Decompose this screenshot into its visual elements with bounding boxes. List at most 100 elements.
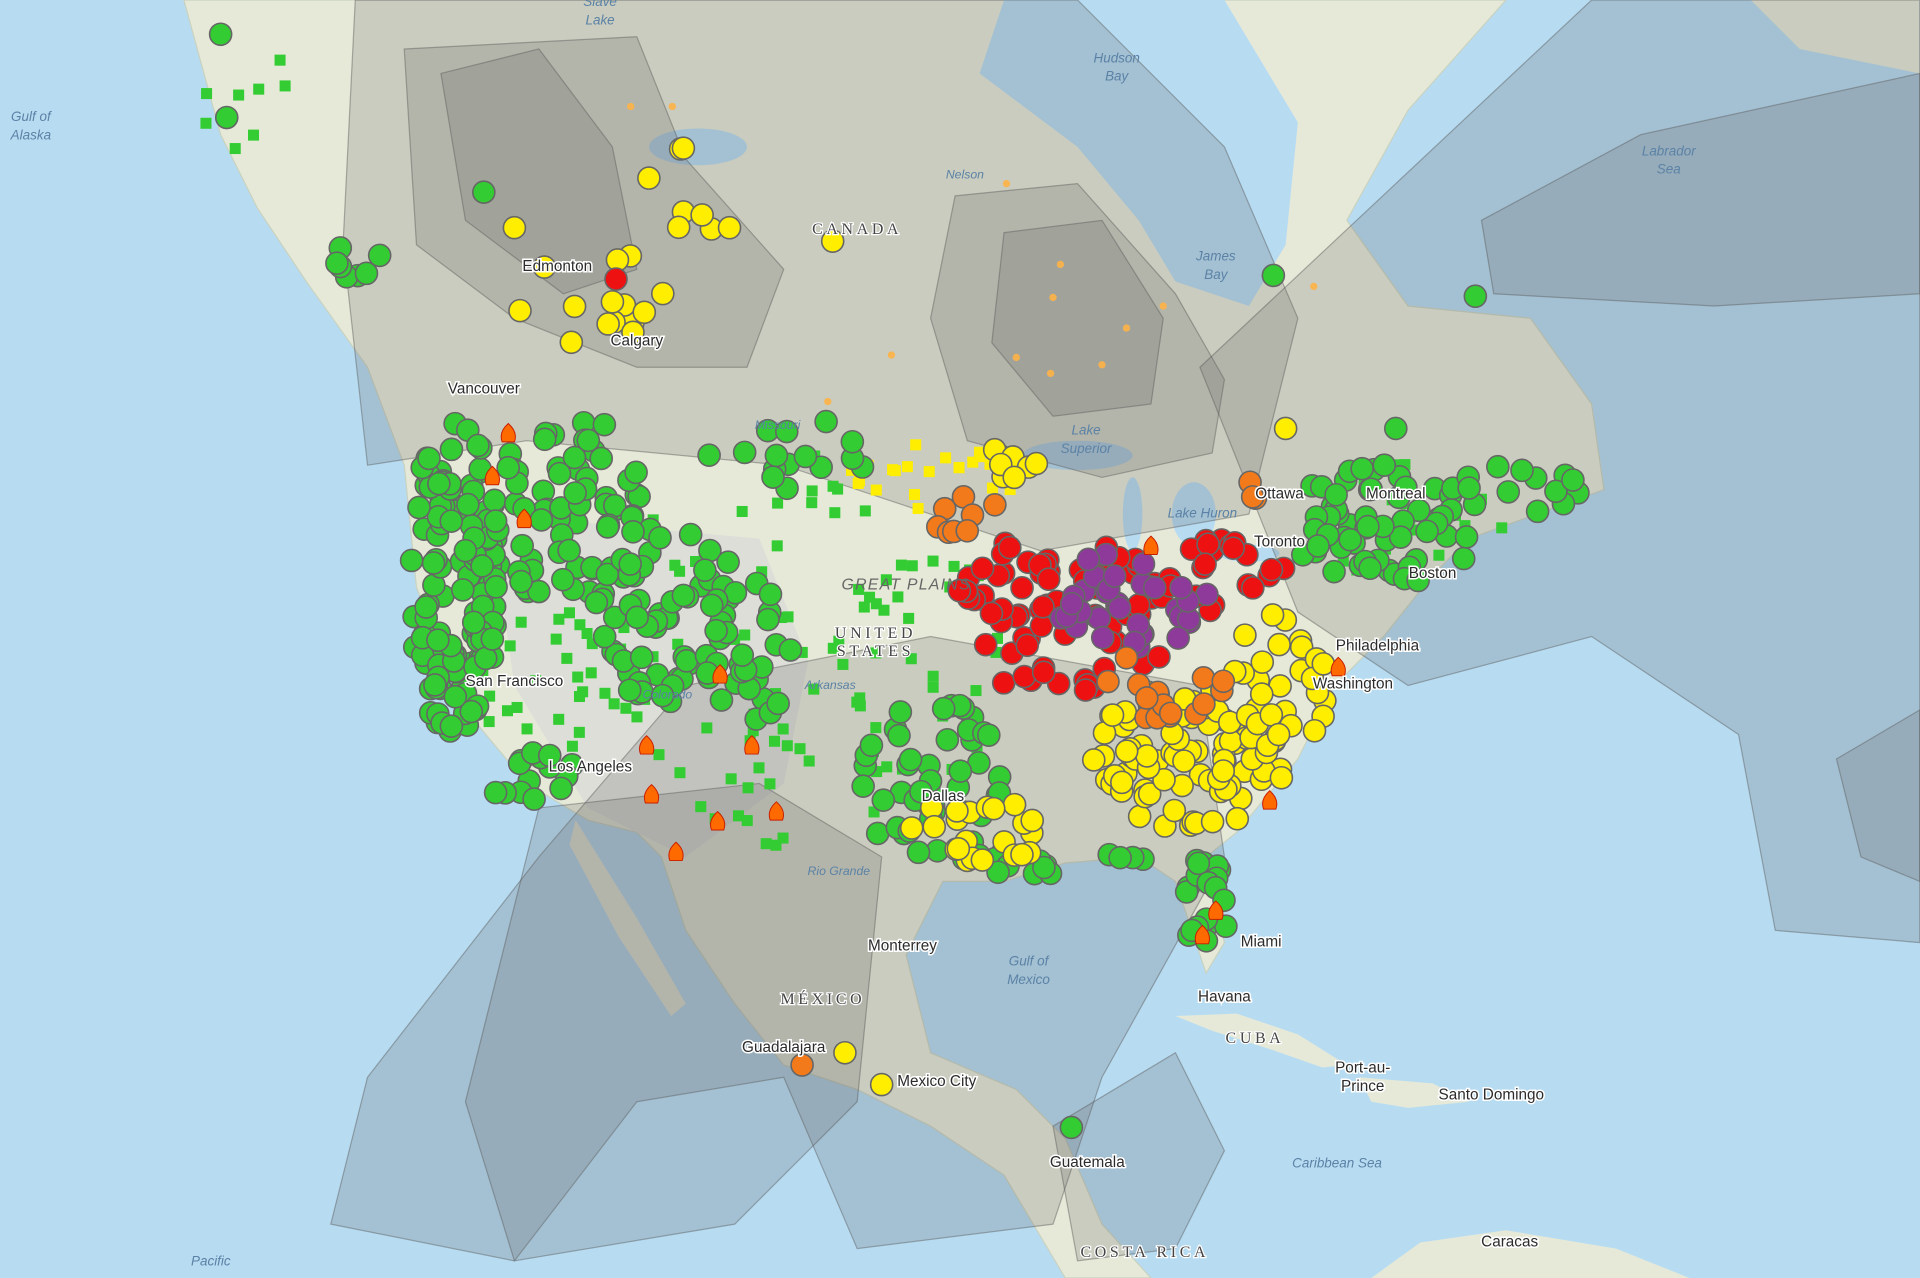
fire-spot (627, 102, 635, 111)
monitor-marker (790, 1053, 814, 1077)
sensor-marker (504, 640, 516, 652)
monitor-marker (859, 733, 884, 758)
sensor-marker (573, 726, 585, 738)
place-label: GREAT PLAINS (841, 576, 970, 593)
fire-icon (500, 422, 516, 443)
monitor-marker (851, 774, 875, 799)
monitor-marker (532, 255, 557, 279)
monitor-marker (756, 607, 780, 632)
monitor-marker (666, 215, 691, 240)
sensor-marker (279, 80, 291, 92)
sensor-marker (201, 88, 213, 100)
monitor-marker (1249, 682, 1274, 706)
monitor-marker (1267, 632, 1291, 657)
monitor-marker (529, 508, 554, 532)
monitor-marker (793, 444, 818, 469)
monitor-marker (1114, 739, 1139, 763)
monitor-marker (1324, 482, 1348, 507)
sensor-marker (690, 555, 702, 568)
sensor-marker (927, 555, 939, 567)
place-label: Caribbean Sea (1292, 1156, 1382, 1171)
place-label: COSTA RICA (1080, 1244, 1209, 1261)
sensor-marker (870, 647, 882, 659)
sensor-marker (870, 722, 882, 734)
monitor-marker (1186, 851, 1211, 876)
sensor-marker (511, 701, 523, 713)
monitor-marker (443, 684, 468, 709)
place-label: Mexico (1007, 972, 1050, 987)
sensor-marker (827, 642, 839, 654)
sensor-marker (674, 767, 686, 779)
monitor-marker (945, 799, 969, 823)
monitor-marker (1211, 669, 1236, 694)
place-label: Santo Domingo (1439, 1087, 1544, 1104)
place-label: San Francisco (466, 673, 564, 690)
monitor-marker (483, 780, 508, 805)
sensor-marker (530, 675, 542, 687)
monitor-marker (1269, 765, 1294, 790)
monitor-marker (1002, 465, 1027, 490)
sensor-marker (770, 839, 782, 851)
monitor-marker (480, 627, 505, 651)
monitor-marker (1147, 645, 1171, 669)
monitor-marker (1322, 559, 1346, 584)
sensor-marker (870, 484, 882, 496)
monitor-marker (399, 548, 424, 573)
sensor-marker (803, 755, 815, 767)
monitor-marker (621, 519, 645, 544)
monitor-marker (1350, 456, 1374, 481)
sensor-marker (858, 601, 870, 613)
sensor-marker (991, 632, 1003, 644)
place-label: Guadalajara (742, 1039, 826, 1056)
sensor-marker (777, 832, 789, 844)
sensor-marker (672, 638, 684, 650)
fire-icon (639, 735, 655, 755)
sensor-marker (906, 560, 918, 572)
sensor-marker (903, 612, 915, 624)
sensor-marker (553, 613, 565, 625)
baja (569, 820, 686, 1017)
monitor-marker (898, 747, 923, 772)
sensor-marker (674, 565, 686, 577)
monitor-marker (562, 445, 587, 470)
monitor-marker (563, 481, 587, 505)
fire-icon (710, 810, 726, 831)
monitor-marker (1158, 701, 1183, 726)
monitor-marker (459, 699, 484, 724)
monitor-marker (1221, 536, 1246, 560)
place-label: Havana (1198, 989, 1251, 1006)
place-label: Sea (1657, 162, 1681, 177)
smoke-plume (929, 182, 1226, 479)
monitor-marker (439, 714, 464, 738)
monitor-marker (1225, 806, 1250, 831)
monitor-marker (367, 243, 392, 268)
place-label: Arkansas (804, 678, 856, 692)
monitor-marker (1036, 567, 1061, 592)
monitor-marker (632, 300, 657, 325)
sensor-marker (741, 815, 753, 827)
greenland-coast (1750, 0, 1920, 74)
monitor-marker (208, 22, 233, 47)
monitor-marker (869, 1072, 894, 1097)
sensor-marker (927, 681, 939, 693)
monitor-marker (732, 440, 757, 465)
fire-spot (1056, 260, 1065, 269)
place-label: Monterrey (868, 937, 937, 954)
monitor-marker (697, 443, 721, 467)
place-label: Mexico City (897, 1073, 976, 1090)
monitor-marker (717, 215, 742, 240)
fire-icon (643, 784, 660, 804)
sensor-marker (515, 616, 527, 628)
sensor-marker (1004, 483, 1016, 495)
monitor-marker (1561, 468, 1585, 492)
place-label: Labrador (1642, 143, 1696, 158)
place-label: Vancouver (448, 380, 520, 397)
sensor-marker (990, 646, 1002, 658)
sensor-marker (747, 725, 759, 737)
monitor-marker (1137, 782, 1162, 806)
sensor-marker (782, 611, 794, 623)
monitor-marker (1233, 623, 1257, 647)
monitor-marker (976, 723, 1001, 747)
monitor-marker (1200, 809, 1225, 834)
sensor-marker (574, 619, 586, 631)
